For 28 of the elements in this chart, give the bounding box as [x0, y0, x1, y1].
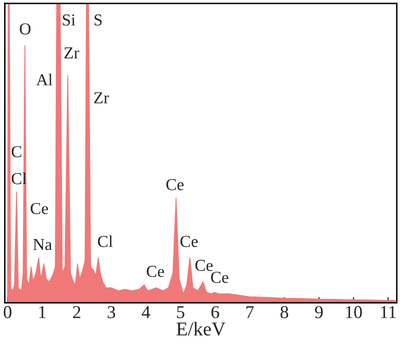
annotation: O: [20, 23, 31, 35]
annotation: Ce: [211, 272, 228, 283]
x-axis-title: E/keV: [176, 322, 226, 336]
x-tick-label: 3: [108, 306, 116, 318]
annotation: Cl: [98, 235, 113, 248]
x-tick-label: 8: [280, 306, 288, 318]
x-tick-label: 4: [142, 306, 150, 318]
annotation: Si: [62, 14, 76, 26]
annotation: S: [94, 14, 102, 26]
x-tick-label: 9: [315, 306, 323, 318]
annotation: Ce: [146, 266, 164, 277]
x-tick-label: 0: [4, 306, 12, 318]
annotation: C: [12, 146, 22, 158]
x-tick-label: 1: [39, 306, 46, 318]
annotation: Al: [36, 74, 52, 86]
annotation: Ce: [166, 179, 184, 190]
annotation: Ce: [180, 236, 198, 248]
annotation: Zr: [64, 47, 80, 58]
annotation: Na: [33, 238, 52, 250]
x-tick-label: 2: [73, 306, 80, 318]
annotation: Zr: [94, 92, 109, 104]
x-tick-label: 10: [346, 306, 362, 318]
x-tick-label: 6: [211, 306, 220, 318]
annotation: Ce: [30, 202, 48, 214]
x-tick-label: 7: [246, 306, 254, 318]
x-tick-label: 5: [177, 306, 184, 318]
x-tick-label: 11: [381, 306, 396, 318]
annotation: Ce: [195, 260, 213, 272]
